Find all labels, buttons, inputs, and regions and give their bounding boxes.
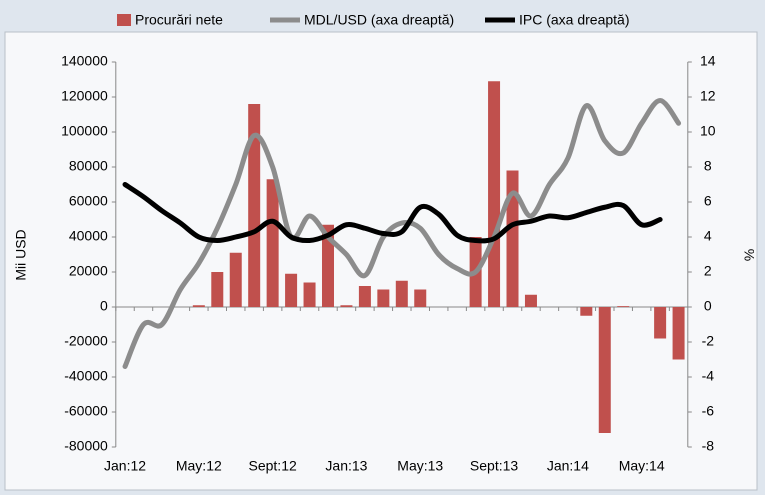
y-tick-label: 140000 bbox=[61, 53, 108, 69]
bar bbox=[654, 307, 667, 339]
bar bbox=[377, 289, 390, 307]
y-tick-label: 100000 bbox=[61, 123, 108, 139]
y2-tick-label: -6 bbox=[702, 403, 715, 419]
y-tick-label: 20000 bbox=[69, 263, 108, 279]
legend-swatch bbox=[117, 14, 131, 26]
bar bbox=[672, 307, 685, 360]
y-tick-label: 40000 bbox=[69, 228, 108, 244]
x-tick-label: Jan:13 bbox=[325, 458, 367, 474]
y-tick-label: 120000 bbox=[61, 88, 108, 104]
y2-tick-label: 2 bbox=[704, 263, 712, 279]
y-tick-label: 60000 bbox=[69, 193, 108, 209]
line-series bbox=[122, 98, 682, 369]
x-tick-label: Sept:12 bbox=[249, 458, 297, 474]
y2-tick-label: 0 bbox=[704, 298, 712, 314]
bar bbox=[488, 81, 501, 307]
bar bbox=[506, 170, 519, 307]
y2-tick-label: -4 bbox=[702, 368, 715, 384]
bar bbox=[285, 273, 298, 307]
y-tick-label: -20000 bbox=[64, 333, 108, 349]
bar bbox=[211, 272, 224, 307]
bar bbox=[617, 306, 630, 307]
y2-tick-label: 12 bbox=[700, 88, 716, 104]
bar bbox=[340, 305, 353, 307]
legend-label: Procurări nete bbox=[135, 12, 223, 28]
bar bbox=[358, 286, 371, 307]
bar bbox=[303, 282, 316, 307]
legend-label: IPC (axa dreaptă) bbox=[519, 12, 630, 28]
y-tick-label: -80000 bbox=[64, 438, 108, 454]
bar bbox=[524, 294, 537, 307]
y-tick-label: -40000 bbox=[64, 368, 108, 384]
x-tick-label: Sept:13 bbox=[470, 458, 518, 474]
y2-tick-label: 10 bbox=[700, 123, 716, 139]
chart-frame bbox=[4, 31, 758, 491]
bar bbox=[192, 305, 205, 307]
x-tick-label: May:13 bbox=[397, 458, 443, 474]
y2-axis-label: % bbox=[741, 249, 757, 261]
y-tick-label: 80000 bbox=[69, 158, 108, 174]
bar bbox=[248, 104, 261, 307]
bar bbox=[266, 179, 279, 307]
bar bbox=[598, 307, 611, 433]
x-tick-label: Jan:12 bbox=[104, 458, 146, 474]
y2-tick-label: 14 bbox=[700, 53, 716, 69]
x-tick-label: May:14 bbox=[619, 458, 665, 474]
y2-tick-label: -2 bbox=[702, 333, 715, 349]
bar bbox=[321, 224, 334, 307]
legend-label: MDL/USD (axa dreaptă) bbox=[304, 12, 454, 28]
line-series bbox=[122, 182, 663, 244]
x-tick-label: May:12 bbox=[176, 458, 222, 474]
y2-tick-label: 6 bbox=[704, 193, 712, 209]
y-axis-label: Mii USD bbox=[13, 229, 29, 280]
bar bbox=[414, 289, 427, 307]
bar bbox=[229, 252, 242, 307]
y2-tick-label: -8 bbox=[702, 438, 715, 454]
y-tick-label: -60000 bbox=[64, 403, 108, 419]
y2-tick-label: 4 bbox=[704, 228, 712, 244]
y-tick-label: 0 bbox=[100, 298, 108, 314]
y2-tick-label: 8 bbox=[704, 158, 712, 174]
x-tick-label: Jan:14 bbox=[547, 458, 589, 474]
bar bbox=[395, 280, 408, 307]
bar bbox=[580, 307, 593, 316]
